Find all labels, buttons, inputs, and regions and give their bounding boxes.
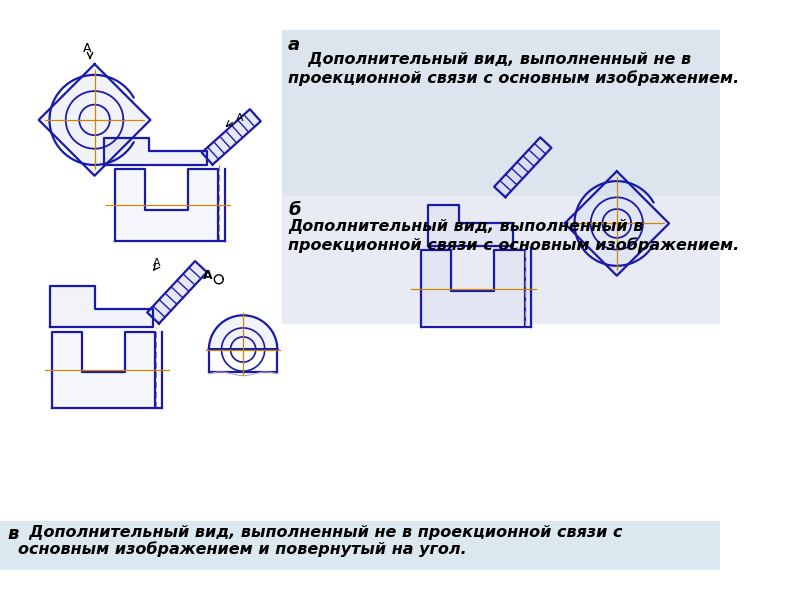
Polygon shape — [50, 286, 153, 327]
Bar — [0, 521, 720, 570]
Polygon shape — [38, 64, 150, 176]
Polygon shape — [202, 109, 261, 164]
Text: Дополнительный вид, выполненный в: Дополнительный вид, выполненный в — [288, 219, 643, 234]
Text: Дополнительный вид, выполненный не в проекционной связи с: Дополнительный вид, выполненный не в про… — [18, 525, 622, 540]
Text: в: в — [7, 525, 18, 543]
Polygon shape — [147, 261, 207, 323]
Polygon shape — [421, 250, 525, 327]
Polygon shape — [494, 137, 551, 197]
Polygon shape — [103, 138, 207, 165]
Bar — [282, 30, 720, 196]
Text: Дополнительный вид, выполненный не в: Дополнительный вид, выполненный не в — [297, 52, 691, 67]
Polygon shape — [209, 316, 278, 350]
Text: проекционной связи с основным изображением.: проекционной связи с основным изображени… — [288, 237, 739, 253]
Text: основным изображением и повернутый на угол.: основным изображением и повернутый на уг… — [18, 541, 466, 557]
Text: А: А — [236, 113, 243, 122]
Text: А: А — [202, 269, 212, 282]
Bar — [282, 196, 720, 323]
Polygon shape — [428, 205, 514, 246]
Text: б: б — [288, 201, 301, 219]
Text: а: а — [288, 36, 300, 54]
Polygon shape — [565, 171, 669, 275]
Polygon shape — [115, 169, 218, 241]
Text: проекционной связи с основным изображением.: проекционной связи с основным изображени… — [288, 70, 739, 86]
Text: А: А — [153, 259, 161, 268]
Polygon shape — [52, 332, 155, 408]
Text: А: А — [83, 42, 91, 55]
